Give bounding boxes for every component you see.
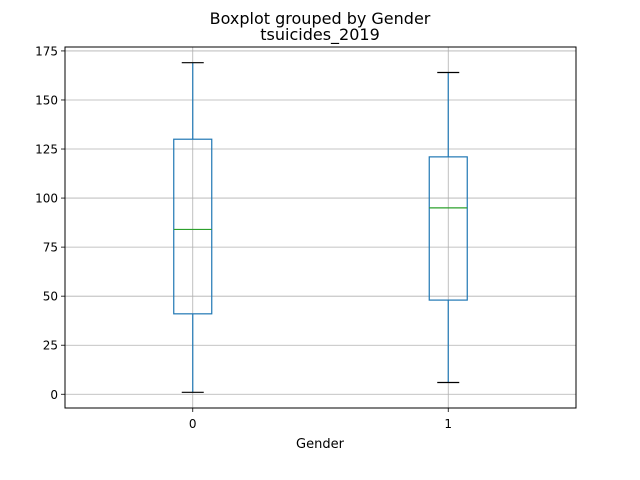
x-axis-label: Gender <box>296 437 345 452</box>
x-tick-label: 0 <box>189 417 197 431</box>
iqr-box <box>173 138 213 315</box>
y-tick-label: 0 <box>50 388 58 402</box>
y-tick-label: 175 <box>35 44 58 58</box>
iqr-box <box>428 156 468 301</box>
y-tick-label: 150 <box>35 93 58 107</box>
box-group-0 <box>173 62 213 393</box>
y-tick-label: 25 <box>43 339 58 353</box>
y-tick-label: 125 <box>35 143 58 157</box>
chart-subtitle: tsuicides_2019 <box>260 25 380 45</box>
box-group-1 <box>428 71 468 384</box>
y-tick-label: 50 <box>43 290 58 304</box>
chart-title: Boxplot grouped by Gender <box>210 9 431 28</box>
y-tick-label: 100 <box>35 192 58 206</box>
x-tick-label: 1 <box>444 417 452 431</box>
y-tick-label: 75 <box>43 241 58 255</box>
grid-lines <box>65 47 576 408</box>
axes: 0 25 50 75 100 125 150 175 0 1 <box>35 44 452 431</box>
plot-area-frame <box>64 46 577 409</box>
boxes <box>173 62 468 393</box>
